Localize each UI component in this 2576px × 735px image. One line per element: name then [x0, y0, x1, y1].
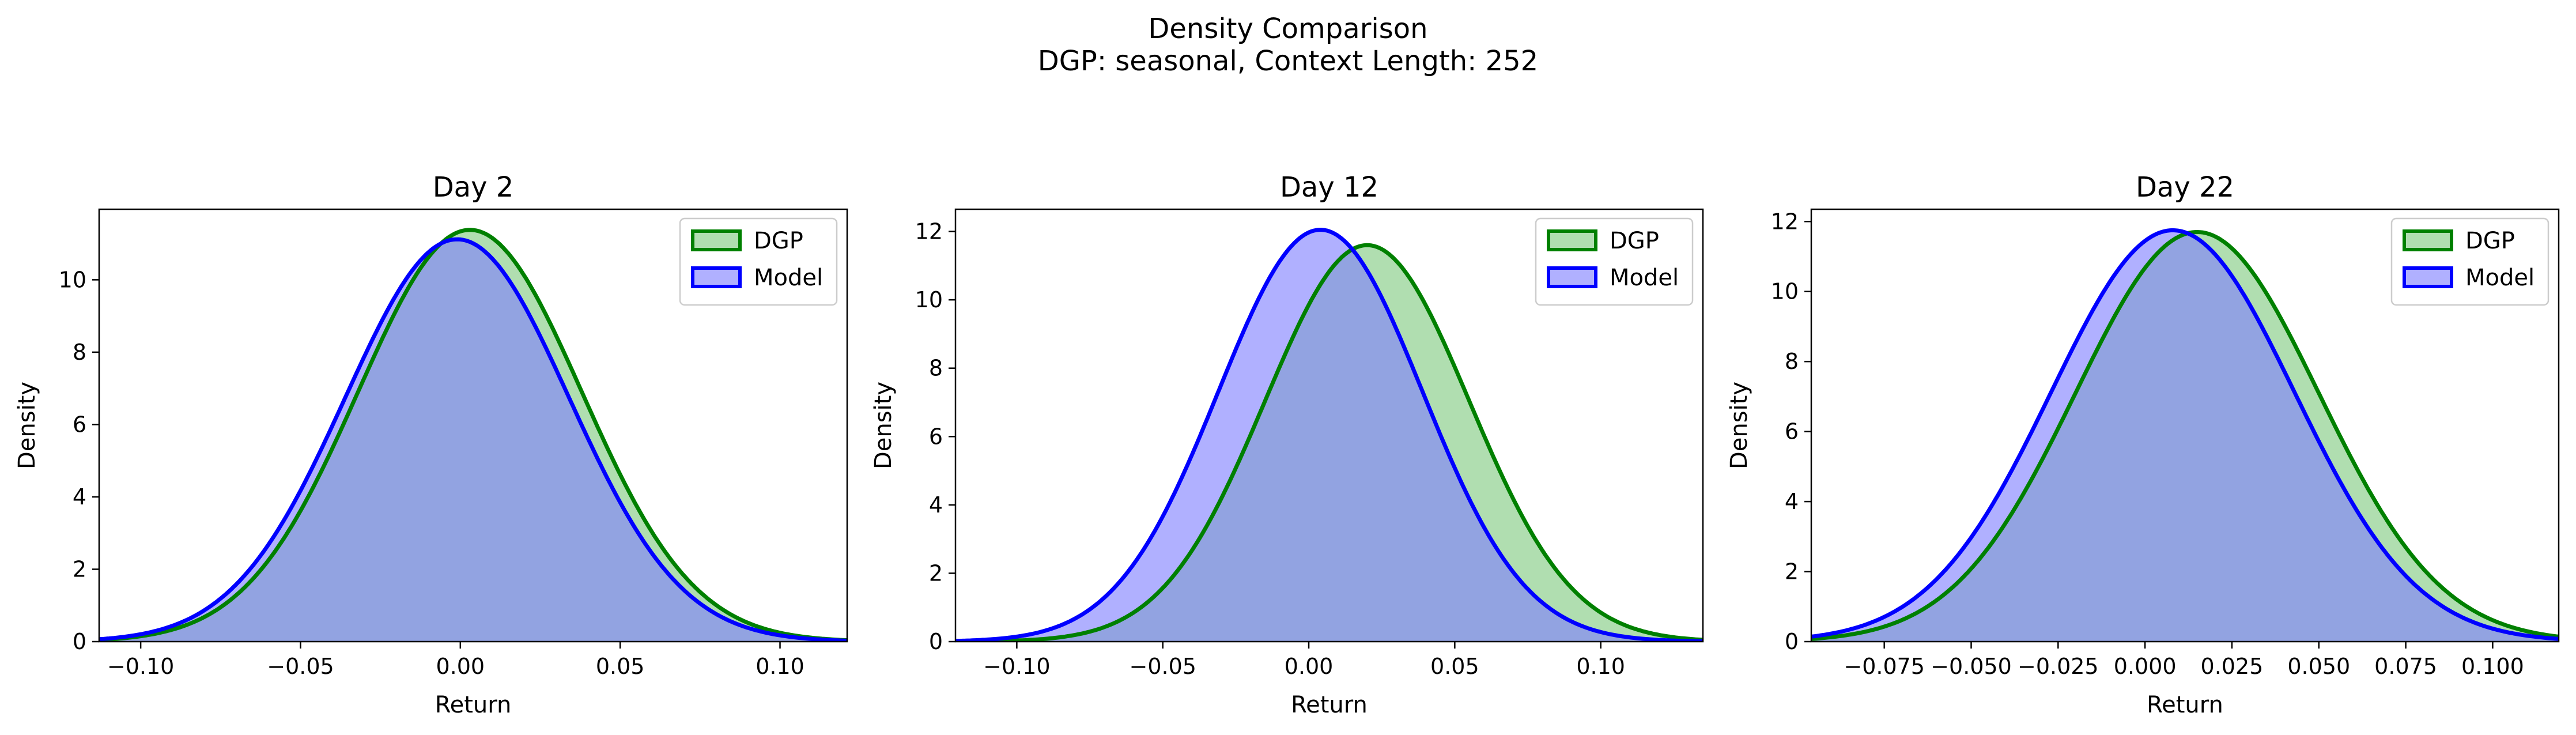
- x-tick-label: −0.05: [267, 654, 334, 679]
- x-axis-label: Return: [435, 692, 512, 718]
- legend-swatch-model: [1547, 266, 1597, 288]
- axes-frame: [954, 208, 1704, 643]
- axes-frame: [1810, 208, 2560, 643]
- x-tick-label: 0.100: [2461, 654, 2524, 679]
- x-tick-label: −0.075: [1844, 654, 1925, 679]
- plot-area: [1811, 228, 2559, 642]
- y-tick-label: 10: [59, 267, 86, 292]
- x-tick-label: 0.075: [2374, 654, 2437, 679]
- legend: DGP Model: [2390, 217, 2549, 306]
- legend-label-dgp: DGP: [1610, 228, 1659, 254]
- y-tick-label: 4: [929, 492, 943, 518]
- x-tick-label: 0.05: [1430, 654, 1479, 679]
- density-line-model: [1811, 228, 2559, 641]
- x-tick-label: −0.05: [1129, 654, 1196, 679]
- plot-area: [955, 228, 1703, 642]
- density-line-dgp: [955, 243, 1703, 642]
- legend-swatch-model: [691, 266, 742, 288]
- y-tick-label: 6: [73, 412, 86, 437]
- legend: DGP Model: [1535, 217, 1694, 306]
- legend-label-model: Model: [2465, 265, 2535, 291]
- subplot-3: −0.075 −0.050 −0.025 0.000 0.025 0.050 0.075 0.…: [1726, 171, 2560, 718]
- legend-swatch-dgp: [2403, 229, 2453, 251]
- legend: DGP Model: [679, 217, 838, 306]
- legend-label-dgp: DGP: [754, 228, 803, 254]
- legend-label-model: Model: [1610, 265, 1679, 291]
- x-tick-label: −0.025: [2018, 654, 2099, 679]
- density-area-model: [1811, 230, 2559, 642]
- plot-area: [99, 228, 847, 642]
- legend-swatch-dgp: [691, 229, 742, 251]
- subplot-1: −0.10 −0.05 0.00 0.05 0.10 0 2 4 6 8 10 Day 2 Return…: [14, 171, 848, 718]
- density-line-model: [955, 228, 1703, 642]
- y-tick-label: 2: [929, 560, 943, 586]
- y-tick-label: 10: [915, 287, 943, 312]
- y-tick-label: 2: [1785, 559, 1799, 585]
- y-tick-label: 2: [73, 556, 86, 582]
- y-axis-label: Density: [14, 382, 40, 469]
- legend-label-dgp: DGP: [2465, 228, 2515, 254]
- y-tick-label: 8: [73, 340, 86, 365]
- x-tick-label: −0.050: [1931, 654, 2012, 679]
- density-area-model: [955, 229, 1703, 642]
- x-tick-label: 0.05: [596, 654, 645, 679]
- y-axis-label: Density: [1726, 382, 1752, 469]
- x-axis-label: Return: [1291, 692, 1368, 718]
- y-tick-label: 8: [929, 356, 943, 381]
- subplot-title: Day 2: [433, 171, 514, 203]
- y-tick-label: 12: [915, 219, 943, 244]
- x-tick-label: 0.00: [1285, 654, 1334, 679]
- x-tick-label: 0.050: [2287, 654, 2350, 679]
- y-axis-label: Density: [870, 382, 897, 469]
- x-tick-label: 0.000: [2114, 654, 2177, 679]
- subplot-title: Day 22: [2136, 171, 2234, 203]
- x-tick-label: 0.10: [1576, 654, 1625, 679]
- y-tick-label: 4: [1785, 489, 1799, 514]
- legend-label-model: Model: [754, 265, 823, 291]
- y-tick-label: 4: [73, 484, 86, 510]
- y-tick-label: 8: [1785, 349, 1799, 374]
- figure-title: Density Comparison: [1148, 13, 1427, 45]
- subplot-title: Day 12: [1280, 171, 1378, 203]
- y-tick-label: 12: [1771, 209, 1799, 234]
- y-tick-label: 0: [73, 629, 86, 654]
- legend-swatch-model: [2403, 266, 2453, 288]
- x-tick-label: 0.10: [756, 654, 804, 679]
- density-area-model: [99, 239, 847, 642]
- figure-subtitle: DGP: seasonal, Context Length: 252: [1038, 45, 1538, 77]
- subplot-2: −0.10 −0.05 0.00 0.05 0.10 0 2 4 6 8 10 12 Day 12 Ret…: [870, 171, 1704, 718]
- x-axis-label: Return: [2147, 692, 2223, 718]
- y-tick-label: 6: [929, 424, 943, 449]
- x-tick-label: −0.10: [983, 654, 1050, 679]
- x-tick-label: 0.025: [2201, 654, 2264, 679]
- density-line-model: [99, 237, 847, 642]
- density-line-dgp: [99, 228, 847, 642]
- x-tick-label: −0.10: [107, 654, 174, 679]
- y-tick-label: 6: [1785, 419, 1799, 444]
- y-tick-label: 0: [929, 629, 943, 654]
- legend-swatch-dgp: [1547, 229, 1597, 251]
- y-tick-label: 10: [1771, 279, 1799, 304]
- axes-frame: [98, 208, 848, 643]
- x-tick-label: 0.00: [436, 654, 485, 679]
- y-tick-label: 0: [1785, 629, 1799, 654]
